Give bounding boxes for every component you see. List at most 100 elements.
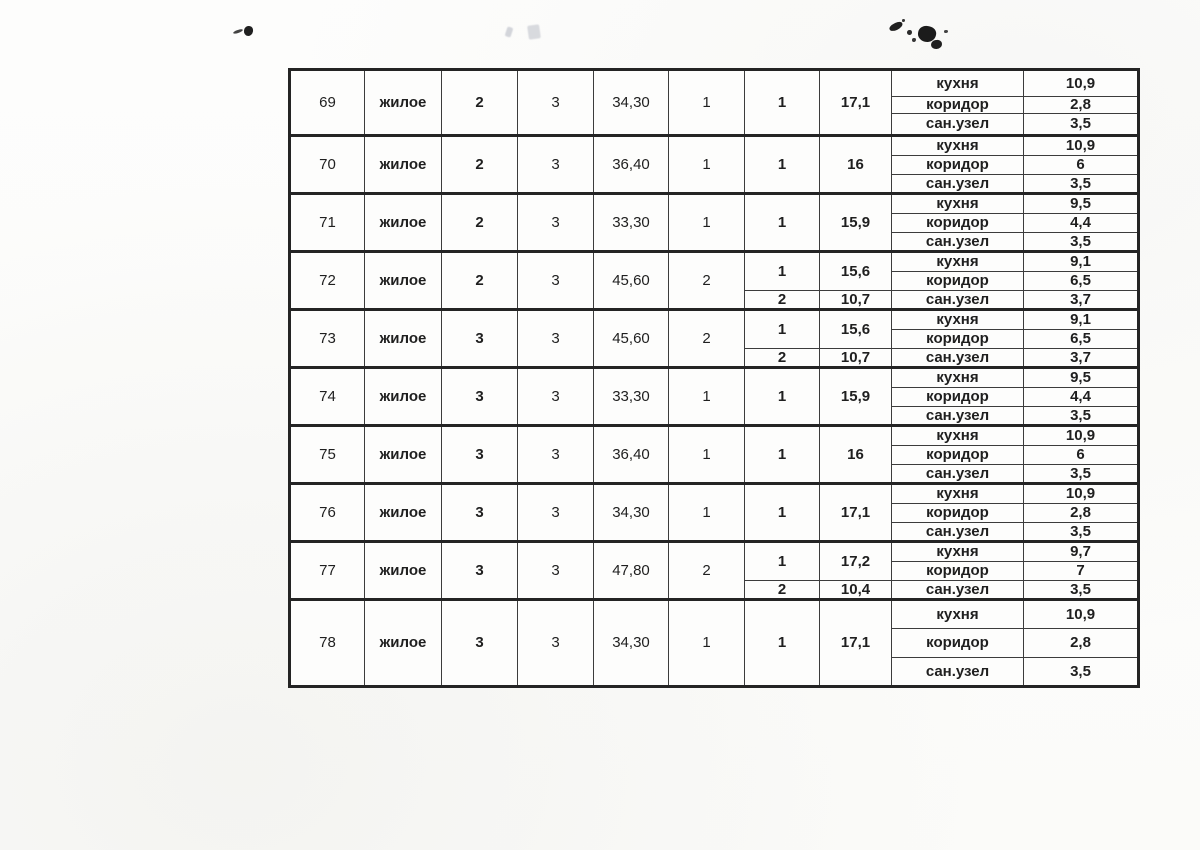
apartment-row-74-sub2: коридор 4,4 xyxy=(290,387,1139,407)
col4-cell: 3 xyxy=(517,308,594,368)
room-number-cell: 2 xyxy=(744,348,820,368)
aux-room-area-cell: 9,5 xyxy=(1023,192,1139,214)
purpose-cell: жилое xyxy=(364,134,442,194)
col3-cell: 2 xyxy=(441,192,518,252)
aux-room-area-cell: 10,9 xyxy=(1023,482,1139,504)
aux-room-area-cell: 3,7 xyxy=(1023,348,1139,368)
room-area-cell: 15,6 xyxy=(819,308,892,349)
aux-room-label-cell: кухня xyxy=(891,424,1024,446)
aux-room-label-cell: кухня xyxy=(891,68,1024,97)
aux-room-label-cell: коридор xyxy=(891,329,1024,349)
col4-cell: 3 xyxy=(517,598,594,687)
aux-room-label-cell: сан.узел xyxy=(891,464,1024,484)
aux-room-label-cell: кухня xyxy=(891,192,1024,214)
apartment-row-70-sub3: сан.узел 3,5 xyxy=(290,174,1139,194)
aux-room-area-cell: 3,5 xyxy=(1023,113,1139,136)
col3-cell: 3 xyxy=(441,308,518,368)
aux-room-label-cell: сан.узел xyxy=(891,232,1024,252)
aux-room-label-cell: сан.узел xyxy=(891,174,1024,194)
purpose-cell: жилое xyxy=(364,366,442,426)
aux-room-area-cell: 3,5 xyxy=(1023,232,1139,252)
aux-room-area-cell: 4,4 xyxy=(1023,213,1139,233)
aux-room-area-cell: 6 xyxy=(1023,445,1139,465)
room-area-cell: 17,2 xyxy=(819,540,892,581)
room-count-cell: 1 xyxy=(668,68,745,136)
aux-room-label-cell: кухня xyxy=(891,134,1024,156)
apartment-row-73-sub1: 73 жилое 3 3 45,60 2 1 15,6 кухня 9,1 xyxy=(289,308,1139,368)
room-count-cell: 2 xyxy=(668,250,745,310)
room-area-cell: 17,1 xyxy=(819,482,892,542)
apartment-row-73-sub3: 2 10,7 сан.узел 3,7 xyxy=(290,348,1139,368)
aux-room-label-cell: кухня xyxy=(891,308,1024,330)
aux-room-label-cell: коридор xyxy=(891,96,1024,114)
room-number-cell: 2 xyxy=(744,580,820,600)
apartment-row-75-sub2: коридор 6 xyxy=(290,445,1139,465)
aux-room-area-cell: 6 xyxy=(1023,155,1139,175)
room-number-cell: 1 xyxy=(744,482,820,542)
purpose-cell: жилое xyxy=(364,598,442,687)
room-area-cell: 10,4 xyxy=(819,580,892,600)
apartment-number-cell: 78 xyxy=(289,598,365,687)
apartment-number-cell: 70 xyxy=(289,134,365,194)
aux-room-area-cell: 3,5 xyxy=(1023,580,1139,600)
aux-room-label-cell: сан.узел xyxy=(891,657,1024,687)
ink-blot xyxy=(930,39,943,50)
aux-room-label-cell: сан.узел xyxy=(891,580,1024,600)
purpose-cell: жилое xyxy=(364,540,442,600)
aux-room-area-cell: 3,5 xyxy=(1023,464,1139,484)
room-area-cell: 16 xyxy=(819,134,892,194)
aux-room-area-cell: 6,5 xyxy=(1023,329,1139,349)
aux-room-area-cell: 9,1 xyxy=(1023,250,1139,272)
room-area-cell: 10,7 xyxy=(819,290,892,310)
col3-cell: 3 xyxy=(441,540,518,600)
aux-room-area-cell: 3,7 xyxy=(1023,290,1139,310)
aux-room-area-cell: 6,5 xyxy=(1023,271,1139,291)
aux-room-area-cell: 9,7 xyxy=(1023,540,1139,562)
aux-room-label-cell: кухня xyxy=(891,540,1024,562)
col4-cell: 3 xyxy=(517,482,594,542)
pencil-mark xyxy=(504,26,514,38)
total-area-cell: 45,60 xyxy=(593,308,669,368)
col3-cell: 2 xyxy=(441,68,518,136)
room-count-cell: 1 xyxy=(668,424,745,484)
apartment-number-cell: 77 xyxy=(289,540,365,600)
ink-blot xyxy=(232,28,244,35)
aux-room-area-cell: 3,5 xyxy=(1023,522,1139,542)
aux-room-label-cell: коридор xyxy=(891,271,1024,291)
aux-room-label-cell: сан.узел xyxy=(891,348,1024,368)
ink-blot xyxy=(907,30,912,35)
aux-room-area-cell: 9,1 xyxy=(1023,308,1139,330)
total-area-cell: 34,30 xyxy=(593,598,669,687)
room-number-cell: 1 xyxy=(744,424,820,484)
aux-room-area-cell: 3,5 xyxy=(1023,174,1139,194)
apartment-row-71-sub1: 71 жилое 2 3 33,30 1 1 15,9 кухня 9,5 xyxy=(289,192,1139,252)
aux-room-label-cell: коридор xyxy=(891,503,1024,523)
apartment-row-73-sub2: коридор 6,5 xyxy=(290,329,1139,349)
purpose-cell: жилое xyxy=(364,424,442,484)
apartment-row-78-sub2: коридор 2,8 xyxy=(290,628,1139,658)
room-number-cell: 1 xyxy=(744,250,820,291)
aux-room-area-cell: 7 xyxy=(1023,561,1139,581)
apartment-row-76-sub2: коридор 2,8 xyxy=(290,503,1139,523)
room-count-cell: 1 xyxy=(668,134,745,194)
total-area-cell: 47,80 xyxy=(593,540,669,600)
room-number-cell: 1 xyxy=(744,308,820,349)
aux-room-area-cell: 2,8 xyxy=(1023,96,1139,114)
room-area-cell: 15,9 xyxy=(819,192,892,252)
purpose-cell: жилое xyxy=(364,68,442,136)
apartment-number-cell: 71 xyxy=(289,192,365,252)
col4-cell: 3 xyxy=(517,68,594,136)
room-area-cell: 15,6 xyxy=(819,250,892,291)
ink-blot xyxy=(888,20,904,33)
apartment-number-cell: 69 xyxy=(289,68,365,136)
aux-room-label-cell: сан.узел xyxy=(891,113,1024,136)
col3-cell: 2 xyxy=(441,134,518,194)
col4-cell: 3 xyxy=(517,366,594,426)
room-number-cell: 1 xyxy=(744,134,820,194)
total-area-cell: 36,40 xyxy=(593,424,669,484)
purpose-cell: жилое xyxy=(364,250,442,310)
ink-blot xyxy=(902,19,905,22)
col3-cell: 3 xyxy=(441,366,518,426)
apartment-number-cell: 72 xyxy=(289,250,365,310)
apartment-number-cell: 73 xyxy=(289,308,365,368)
